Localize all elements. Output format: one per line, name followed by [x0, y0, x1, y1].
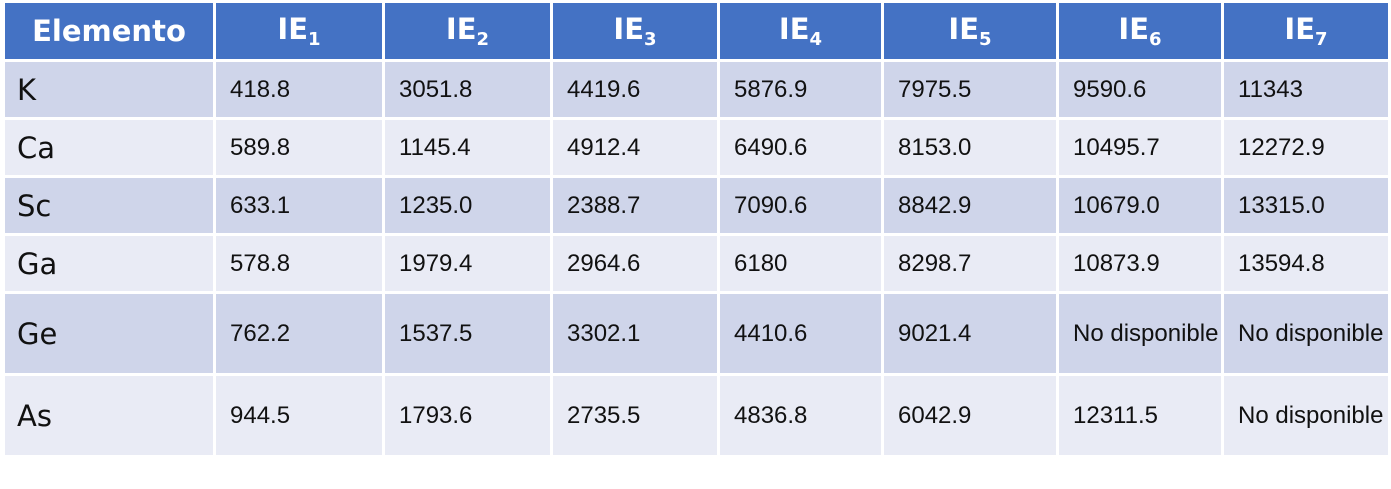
header-subscript: 6: [1149, 29, 1162, 50]
value-cell: 9021.4: [881, 291, 1059, 376]
table-body: K 418.8 3051.8 4419.6 5876.9 7975.5 9590.6 1134…: [2, 59, 1391, 458]
header-subscript: 3: [644, 29, 657, 50]
value-cell: 13594.8: [1221, 233, 1391, 294]
table-row: Ca 589.8 1145.4 4912.4 6490.6 8153.0 10495.7 12…: [2, 117, 1391, 178]
header-text: IE: [1118, 12, 1150, 46]
table-row: K 418.8 3051.8 4419.6 5876.9 7975.5 9590.6 1134…: [2, 59, 1391, 120]
header-cell: IE1: [213, 0, 385, 62]
header-subscript: 4: [809, 29, 823, 50]
value-cell: 1145.4: [382, 117, 553, 178]
ionization-table: Elemento IE1 IE2 IE3 IE4 IE5 IE6 IE7 K 418.8 3051…: [2, 0, 1391, 458]
value-cell: 7975.5: [881, 59, 1059, 120]
header-text: IE: [948, 12, 980, 46]
value-cell: 3051.8: [382, 59, 553, 120]
header-text: Elemento: [32, 14, 186, 48]
element-cell: K: [2, 59, 216, 120]
value-cell: 12311.5: [1056, 373, 1224, 458]
header-subscript: 1: [308, 29, 321, 50]
value-cell: No disponible: [1221, 291, 1391, 376]
value-cell: 11343: [1221, 59, 1391, 120]
header-cell: IE5: [881, 0, 1059, 62]
value-cell: 4912.4: [550, 117, 720, 178]
header-subscript: 5: [979, 29, 992, 50]
value-cell: 2388.7: [550, 175, 720, 236]
header-text: IE: [613, 12, 645, 46]
header-cell: IE4: [717, 0, 884, 62]
value-cell: 5876.9: [717, 59, 884, 120]
value-cell: 4419.6: [550, 59, 720, 120]
value-cell: No disponible: [1056, 291, 1224, 376]
value-cell: 1537.5: [382, 291, 553, 376]
value-cell: 944.5: [213, 373, 385, 458]
value-cell: 3302.1: [550, 291, 720, 376]
value-cell: 2735.5: [550, 373, 720, 458]
value-cell: 1979.4: [382, 233, 553, 294]
element-cell: As: [2, 373, 216, 458]
value-cell: 13315.0: [1221, 175, 1391, 236]
table-row: As 944.5 1793.6 2735.5 4836.8 6042.9 12311.5 No…: [2, 373, 1391, 458]
value-cell: 6490.6: [717, 117, 884, 178]
value-cell: 1793.6: [382, 373, 553, 458]
header-row: Elemento IE1 IE2 IE3 IE4 IE5 IE6 IE7: [2, 0, 1391, 62]
value-cell: 10495.7: [1056, 117, 1224, 178]
value-cell: 6180: [717, 233, 884, 294]
value-cell: 578.8: [213, 233, 385, 294]
value-cell: 7090.6: [717, 175, 884, 236]
value-cell: 4836.8: [717, 373, 884, 458]
value-cell: 1235.0: [382, 175, 553, 236]
element-cell: Ga: [2, 233, 216, 294]
header-text: IE: [1284, 12, 1316, 46]
value-cell: 8298.7: [881, 233, 1059, 294]
value-cell: 8153.0: [881, 117, 1059, 178]
value-cell: 762.2: [213, 291, 385, 376]
element-cell: Ca: [2, 117, 216, 178]
value-cell: 589.8: [213, 117, 385, 178]
header-cell: IE6: [1056, 0, 1224, 62]
header-subscript: 7: [1315, 29, 1328, 50]
header-text: IE: [778, 12, 810, 46]
header-cell: IE3: [550, 0, 720, 62]
value-cell: 2964.6: [550, 233, 720, 294]
header-text: IE: [277, 12, 309, 46]
value-cell: 418.8: [213, 59, 385, 120]
value-cell: No disponible: [1221, 373, 1391, 458]
value-cell: 10873.9: [1056, 233, 1224, 294]
value-cell: 8842.9: [881, 175, 1059, 236]
header-text: IE: [445, 12, 477, 46]
value-cell: 12272.9: [1221, 117, 1391, 178]
header-cell: Elemento: [2, 0, 216, 62]
table-row: Ge 762.2 1537.5 3302.1 4410.6 9021.4 No dispon…: [2, 291, 1391, 376]
table-row: Sc 633.1 1235.0 2388.7 7090.6 8842.9 10679.0 13…: [2, 175, 1391, 236]
value-cell: 6042.9: [881, 373, 1059, 458]
header-subscript: 2: [476, 29, 490, 50]
value-cell: 4410.6: [717, 291, 884, 376]
value-cell: 633.1: [213, 175, 385, 236]
element-cell: Ge: [2, 291, 216, 376]
header-cell: IE2: [382, 0, 553, 62]
element-cell: Sc: [2, 175, 216, 236]
value-cell: 9590.6: [1056, 59, 1224, 120]
table-row: Ga 578.8 1979.4 2964.6 6180 8298.7 10873.9 1359…: [2, 233, 1391, 294]
header-cell: IE7: [1221, 0, 1391, 62]
value-cell: 10679.0: [1056, 175, 1224, 236]
